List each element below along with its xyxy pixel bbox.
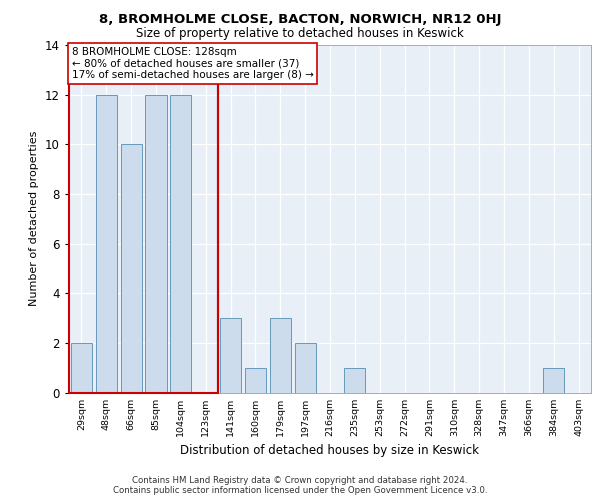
Bar [270,318,291,392]
Bar [145,94,167,393]
Bar [543,368,564,392]
Bar [121,144,142,392]
Bar [170,94,191,393]
Bar [344,368,365,392]
Bar [245,368,266,392]
Bar [295,343,316,392]
Text: Contains HM Land Registry data © Crown copyright and database right 2024.: Contains HM Land Registry data © Crown c… [132,476,468,485]
Bar [96,94,117,393]
X-axis label: Distribution of detached houses by size in Keswick: Distribution of detached houses by size … [181,444,479,457]
Bar [220,318,241,392]
Y-axis label: Number of detached properties: Number of detached properties [29,131,40,306]
Text: Size of property relative to detached houses in Keswick: Size of property relative to detached ho… [136,28,464,40]
Text: Contains public sector information licensed under the Open Government Licence v3: Contains public sector information licen… [113,486,487,495]
Bar [69,45,218,393]
Text: 8, BROMHOLME CLOSE, BACTON, NORWICH, NR12 0HJ: 8, BROMHOLME CLOSE, BACTON, NORWICH, NR1… [99,12,501,26]
Bar [71,343,92,392]
Text: 8 BROMHOLME CLOSE: 128sqm
← 80% of detached houses are smaller (37)
17% of semi-: 8 BROMHOLME CLOSE: 128sqm ← 80% of detac… [71,46,313,80]
